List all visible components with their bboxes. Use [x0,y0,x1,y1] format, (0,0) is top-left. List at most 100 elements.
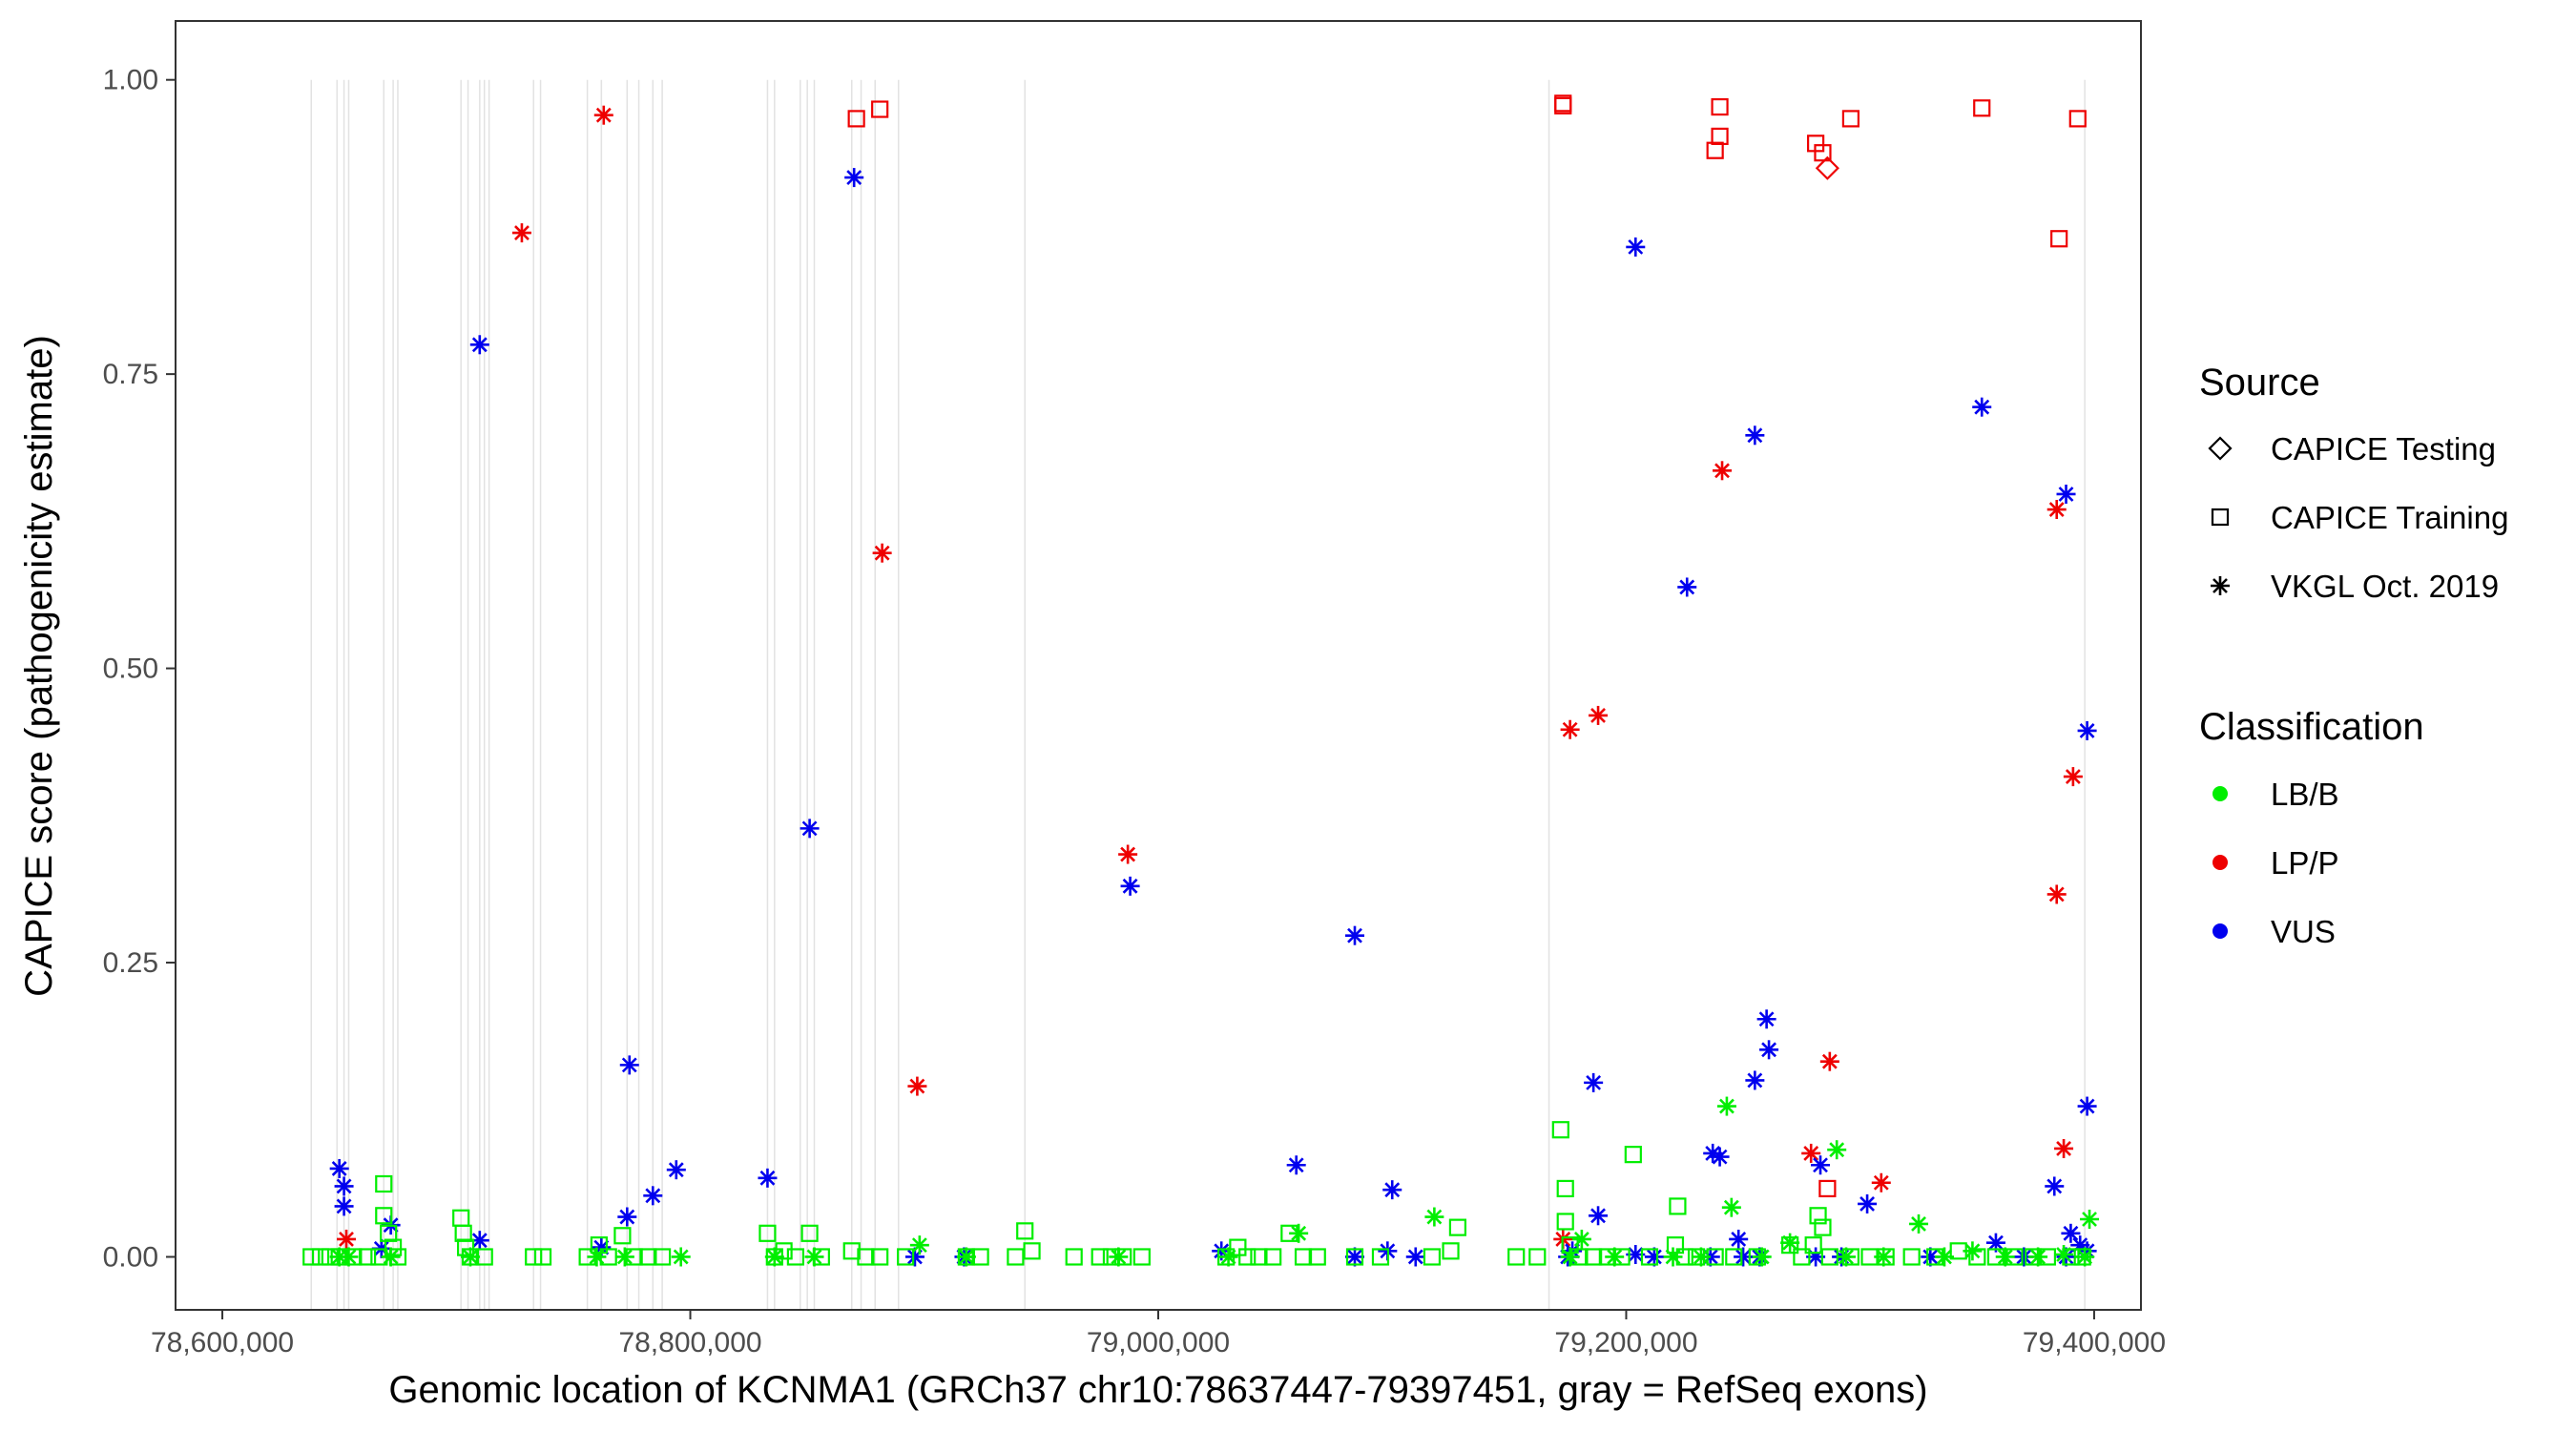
data-point [764,1247,784,1267]
data-point [775,1242,793,1260]
data-point [1065,1248,1083,1266]
data-point [1793,1248,1811,1266]
data-point [1669,1197,1687,1215]
data-point [1229,1238,1247,1256]
data-point [1827,1140,1847,1160]
data-point [2054,1138,2074,1158]
data-point [1626,237,1646,257]
data-point [454,1224,472,1242]
data-point [1371,1248,1390,1266]
data-point [578,1248,596,1266]
data-point [625,1248,643,1266]
legend-class-title: Classification [2199,706,2424,748]
data-point [1814,1218,1832,1236]
data-point [334,1196,354,1216]
data-point [344,1248,363,1266]
data-point [1405,1247,1425,1267]
data-point [619,1055,639,1075]
data-point [765,1248,783,1266]
data-point [1877,1248,1895,1266]
data-point [2050,230,2068,248]
data-point [2061,1223,2081,1243]
data-point [339,1247,359,1267]
data-point [1102,1248,1121,1266]
data-point [1710,1147,1730,1167]
data-point [302,1248,321,1266]
data-point [1711,127,1729,146]
legend-key-vkgl [2211,576,2230,595]
data-point [800,1224,819,1242]
data-point [1759,1040,1779,1060]
y-tick-label: 1.00 [103,65,158,96]
x-axis-label: Genomic location of KCNMA1 (GRCh37 chr10… [388,1369,1927,1411]
data-point [1986,1248,2005,1266]
data-point [1423,1248,1442,1266]
data-point [1745,425,1765,446]
data-point [330,1248,348,1266]
data-point [1837,1247,1856,1267]
data-point [1264,1248,1282,1266]
data-point [1677,577,1697,597]
data-point [897,1248,915,1266]
data-point [871,1248,889,1266]
data-point [909,1235,929,1255]
data-point [1818,1179,1837,1198]
data-point [388,1248,407,1266]
data-point [1023,1242,1041,1260]
data-point [599,1248,617,1266]
data-point [1909,1213,1929,1234]
data-point [1551,1121,1569,1139]
data-point [1114,1248,1132,1266]
data-point [475,1248,493,1266]
x-tick-label: 79,400,000 [2023,1327,2166,1358]
data-point [358,1248,377,1266]
data-point [1556,1213,1574,1231]
data-point [639,1248,657,1266]
data-point [1972,397,1992,417]
data-point [334,1176,354,1196]
data-point [2046,500,2067,520]
data-point [842,1242,861,1260]
data-point [2062,1248,2080,1266]
data-point [311,1248,330,1266]
data-point [2046,884,2067,904]
data-point [1308,1248,1326,1266]
data-point [1815,156,1839,180]
data-point [1289,1223,1309,1243]
data-point [456,1238,475,1256]
data-point [800,819,820,839]
legend-key-lp-p [2212,855,2228,870]
data-point [2073,1248,2091,1266]
data-point [1120,876,1140,896]
data-point [370,1248,388,1266]
x-tick-label: 79,200,000 [1554,1327,1697,1358]
data-point [380,1224,398,1242]
data-point [844,168,864,188]
data-point [1713,461,1733,481]
data-point [590,1236,608,1255]
data-point [1294,1248,1313,1266]
data-point [375,1174,393,1193]
data-point [1968,1248,1986,1266]
data-point [1589,705,1609,725]
data-point [2005,1248,2024,1266]
legend-label-vus: VUS [2271,914,2336,949]
data-point [1666,1236,1685,1255]
data-point [329,1158,349,1178]
data-point [1345,1248,1364,1266]
data-point [2077,1096,2097,1116]
data-point [1448,1218,1467,1236]
data-point [1949,1242,1967,1260]
data-point [1814,144,1832,162]
data-point [1238,1248,1257,1266]
data-point [1729,1229,1749,1249]
data-point [1687,1248,1706,1266]
legend-label-lp-p: LP/P [2271,845,2339,881]
legend-key-testing [2208,436,2233,461]
data-point [907,1076,927,1096]
data-point [1721,1197,1741,1217]
data-point [337,1229,357,1249]
data-points [302,94,2100,1267]
y-tick-label: 0.25 [103,947,158,979]
